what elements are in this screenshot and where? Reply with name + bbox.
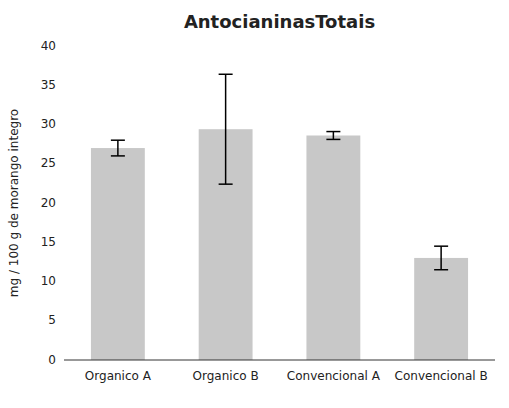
y-tick-label: 35 (41, 78, 56, 92)
chart-container: 0 5 10 15 20 25 30 35 40 Organico A Organico B Conv… (0, 0, 509, 408)
error-cap (434, 245, 448, 247)
error-line (117, 140, 119, 156)
bar (91, 148, 145, 360)
y-tick-label: 25 (41, 156, 56, 170)
y-tick-label: 5 (48, 313, 56, 327)
error-line (333, 132, 335, 140)
y-tick-label: 30 (41, 117, 56, 131)
y-tick-label: 40 (41, 39, 56, 53)
y-tick-label: 15 (41, 235, 56, 249)
error-bar (111, 140, 125, 156)
bar (414, 258, 468, 360)
x-tick-label: Organico B (193, 369, 259, 383)
x-tick-label: Convencional A (287, 369, 381, 383)
y-axis-label: mg / 100 g de morango integro (7, 109, 21, 297)
y-tick-label: 10 (41, 274, 56, 288)
error-line (225, 74, 227, 184)
x-tick-label: Convencional B (395, 369, 488, 383)
bars (91, 74, 468, 360)
chart-svg: 0 5 10 15 20 25 30 35 40 Organico A Organico B Conv… (0, 0, 509, 408)
error-bar (434, 246, 448, 270)
x-axis-line (64, 360, 495, 361)
bar (306, 135, 360, 360)
x-tick-label: Organico A (85, 369, 152, 383)
error-cap (111, 139, 125, 141)
error-cap (219, 74, 233, 76)
error-cap (434, 269, 448, 271)
error-cap (326, 131, 340, 133)
error-cap (111, 155, 125, 157)
error-bar (326, 132, 340, 140)
y-tick-label: 20 (41, 196, 56, 210)
error-line (440, 246, 442, 270)
error-bar (219, 74, 233, 184)
y-tick-label: 0 (48, 353, 56, 367)
title: AntocianinasTotais (184, 11, 375, 32)
error-cap (326, 139, 340, 141)
error-cap (219, 183, 233, 185)
